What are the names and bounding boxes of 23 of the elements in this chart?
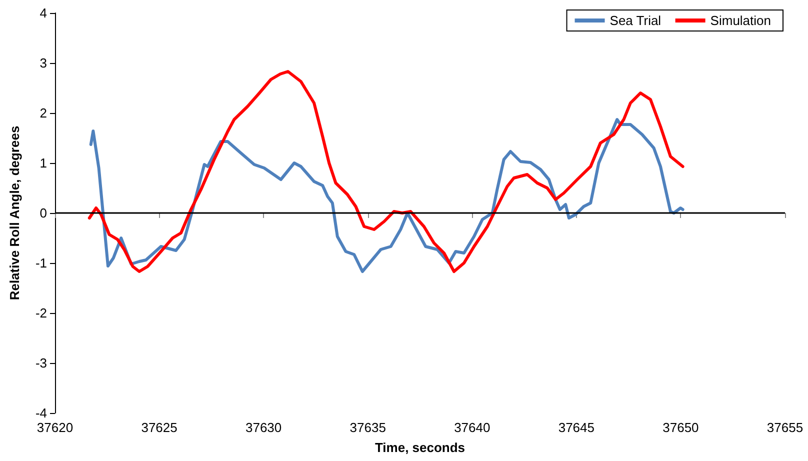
y-axis-title: Relative Roll Angle, degrees: [7, 126, 22, 300]
y-tick-label: 2: [40, 106, 47, 120]
x-tick-label: 37640: [454, 420, 490, 435]
x-tick-label: 37645: [558, 420, 595, 435]
x-tick-label: 37630: [245, 420, 282, 435]
legend-label: Sea Trial: [610, 13, 662, 28]
y-tick-label: 3: [40, 56, 47, 70]
y-tick-label: 4: [40, 6, 47, 20]
x-tick-label: 37650: [662, 420, 699, 435]
line-series: [88, 70, 684, 273]
legend-label: Simulation: [710, 13, 772, 28]
x-tick-label: 37655: [766, 420, 804, 435]
y-tick-label: 0: [40, 206, 47, 220]
y-tick-label: -4: [35, 406, 47, 420]
line-series: [89, 118, 684, 273]
x-tick-label: 37625: [141, 420, 178, 435]
y-tick-label: -2: [35, 306, 47, 320]
y-tick-label: 1: [40, 156, 47, 170]
x-axis-title: Time, seconds: [374, 440, 466, 455]
y-tick-label: -3: [35, 356, 47, 370]
x-tick-label: 37635: [350, 420, 386, 435]
y-tick-label: -1: [35, 256, 47, 270]
x-tick-label: 37620: [36, 420, 74, 435]
